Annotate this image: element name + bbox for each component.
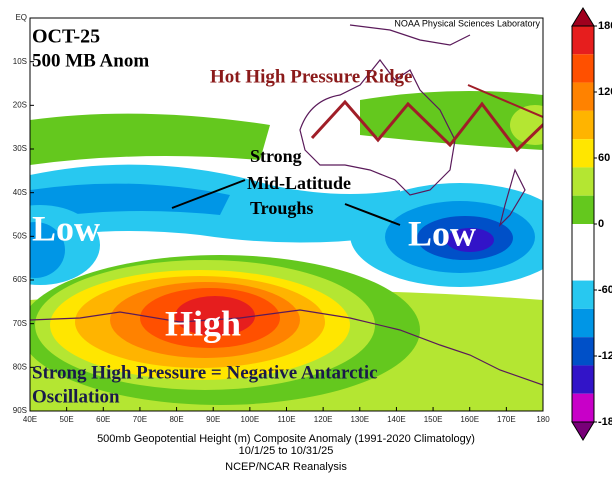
footer: NCEP/NCAR Reanalysis bbox=[225, 461, 347, 473]
colorbar-label: 60 bbox=[598, 152, 610, 164]
colorbar-swatch bbox=[572, 54, 594, 83]
colorbar-swatch bbox=[572, 280, 594, 309]
colorbar-swatch bbox=[572, 26, 594, 55]
y-tick-label: 40S bbox=[13, 188, 27, 197]
colorbar-end bbox=[571, 421, 595, 441]
colorbar-label: -12 bbox=[598, 350, 612, 362]
title: OCT-25 bbox=[32, 26, 100, 48]
colorbar-swatch bbox=[572, 224, 594, 253]
y-tick-label: 30S bbox=[13, 144, 27, 153]
y-tick-label: 20S bbox=[13, 100, 27, 109]
subtitle: 500 MB Anom bbox=[32, 50, 149, 71]
colorbar: 180 120 60 0 -60 -12 -18 bbox=[571, 7, 612, 441]
annotation: Low bbox=[408, 213, 476, 253]
annotation: Mid-Latitude bbox=[247, 173, 351, 193]
credit: NOAA Physical Sciences Laboratory bbox=[394, 18, 540, 28]
annotation: Oscillation bbox=[32, 386, 120, 407]
x-tick-label: 140E bbox=[387, 415, 406, 424]
colorbar-swatch bbox=[572, 365, 594, 394]
colorbar-label: 180 bbox=[598, 20, 612, 32]
annotation: Strong bbox=[250, 146, 302, 166]
annotation: Low bbox=[32, 208, 100, 248]
x-tick-label: 80E bbox=[169, 415, 183, 424]
axes: 40E 50E 60E 70E 80E 90E 100E 110E 120E 130E 140E 15… bbox=[13, 13, 550, 424]
x-tick-label: 70E bbox=[133, 415, 147, 424]
x-tick-label: 120E bbox=[314, 415, 333, 424]
colorbar-label: -60 bbox=[598, 284, 612, 296]
colorbar-label: -18 bbox=[598, 416, 612, 428]
x-tick-label: 100E bbox=[241, 415, 260, 424]
colorbar-swatch bbox=[572, 252, 594, 281]
y-tick-label: 90S bbox=[13, 406, 27, 415]
x-tick-label: 60E bbox=[96, 415, 110, 424]
annotation: Strong High Pressure = Negative Antarcti… bbox=[32, 362, 378, 383]
colorbar-swatch bbox=[572, 82, 594, 111]
y-tick-label: 50S bbox=[13, 231, 27, 240]
x-tick-label: 130E bbox=[350, 415, 369, 424]
annotation: Troughs bbox=[250, 198, 313, 218]
colorbar-swatch bbox=[572, 393, 594, 422]
colorbar-swatch bbox=[572, 139, 594, 168]
colorbar-swatch bbox=[572, 195, 594, 224]
y-tick-label: 10S bbox=[13, 57, 27, 66]
x-tick-label: 110E bbox=[277, 415, 295, 424]
annotation: Hot High Pressure Ridge bbox=[210, 66, 413, 87]
anomaly-field bbox=[30, 18, 543, 411]
x-tick-label: 170E bbox=[497, 415, 516, 424]
x-tick-label: 50E bbox=[60, 415, 74, 424]
y-tick-label: 60S bbox=[13, 275, 27, 284]
colorbar-swatch bbox=[572, 110, 594, 140]
x-tick-label: 150E bbox=[424, 415, 443, 424]
footer: 500mb Geopotential Height (m) Composite … bbox=[97, 433, 475, 445]
footer: 10/1/25 to 10/31/25 bbox=[239, 445, 334, 457]
colorbar-label: 0 bbox=[598, 218, 604, 230]
colorbar-end bbox=[571, 7, 595, 27]
colorbar-swatch bbox=[572, 337, 594, 366]
y-tick-label: 70S bbox=[13, 319, 27, 328]
x-tick-label: 90E bbox=[206, 415, 220, 424]
x-tick-label: 180 bbox=[536, 415, 550, 424]
colorbar-swatch bbox=[572, 167, 594, 196]
x-tick-label: 40E bbox=[23, 415, 37, 424]
x-tick-label: 160E bbox=[460, 415, 479, 424]
y-tick-label: EQ bbox=[15, 13, 27, 22]
y-tick-label: 80S bbox=[13, 362, 27, 371]
colorbar-label: 120 bbox=[598, 86, 612, 98]
annotation: High bbox=[165, 303, 241, 343]
colorbar-swatch bbox=[572, 308, 594, 338]
